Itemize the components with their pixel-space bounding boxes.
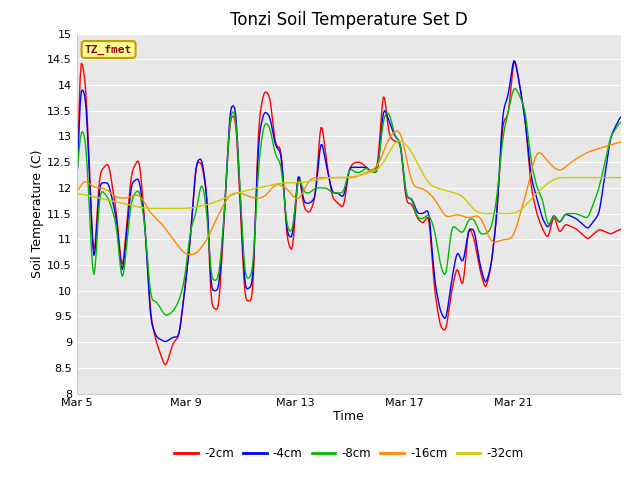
-4cm [404,195,412,201]
-8cm [617,120,625,125]
-16cm [243,192,251,198]
-16cm [303,181,311,187]
-4cm [303,201,311,206]
-32cm [302,179,310,185]
Legend: -2cm, -4cm, -8cm, -16cm, -32cm: -2cm, -4cm, -8cm, -16cm, -32cm [170,443,528,465]
-16cm [569,158,577,164]
-2cm [404,200,412,206]
-8cm [569,211,577,216]
Y-axis label: Soil Temperature (C): Soil Temperature (C) [31,149,44,278]
X-axis label: Time: Time [333,410,364,423]
-16cm [406,170,413,176]
-2cm [569,225,577,230]
-4cm [161,339,169,345]
-2cm [617,227,625,232]
Line: -16cm: -16cm [77,131,621,254]
-32cm [242,188,250,193]
-2cm [303,209,311,215]
-32cm [378,163,385,168]
-4cm [243,286,251,292]
-16cm [186,252,194,257]
-8cm [404,195,412,201]
Title: Tonzi Soil Temperature Set D: Tonzi Soil Temperature Set D [230,11,468,29]
-2cm [243,298,251,303]
-8cm [474,225,481,231]
-8cm [303,190,311,196]
Line: -32cm: -32cm [77,141,621,214]
-4cm [617,114,625,120]
-8cm [163,312,170,318]
Line: -4cm: -4cm [77,60,621,342]
-32cm [73,191,81,197]
-2cm [511,60,519,65]
-32cm [493,211,501,216]
-32cm [396,138,403,144]
-4cm [378,118,386,124]
-4cm [569,215,577,220]
-16cm [617,139,625,145]
-16cm [393,128,401,134]
-32cm [617,175,625,180]
Line: -8cm: -8cm [77,89,621,315]
-8cm [511,86,519,92]
Text: TZ_fmet: TZ_fmet [85,44,132,55]
Line: -2cm: -2cm [77,62,621,365]
-16cm [475,214,483,220]
-2cm [73,180,81,185]
-2cm [378,102,386,108]
-16cm [378,152,386,157]
-2cm [474,255,481,261]
-8cm [378,126,386,132]
-2cm [161,362,169,368]
-32cm [569,175,577,180]
-32cm [474,209,481,215]
-32cm [404,144,412,150]
-4cm [474,248,481,253]
-8cm [73,169,81,175]
-4cm [73,178,81,184]
-4cm [510,58,518,63]
-16cm [73,188,81,193]
-8cm [243,275,251,281]
